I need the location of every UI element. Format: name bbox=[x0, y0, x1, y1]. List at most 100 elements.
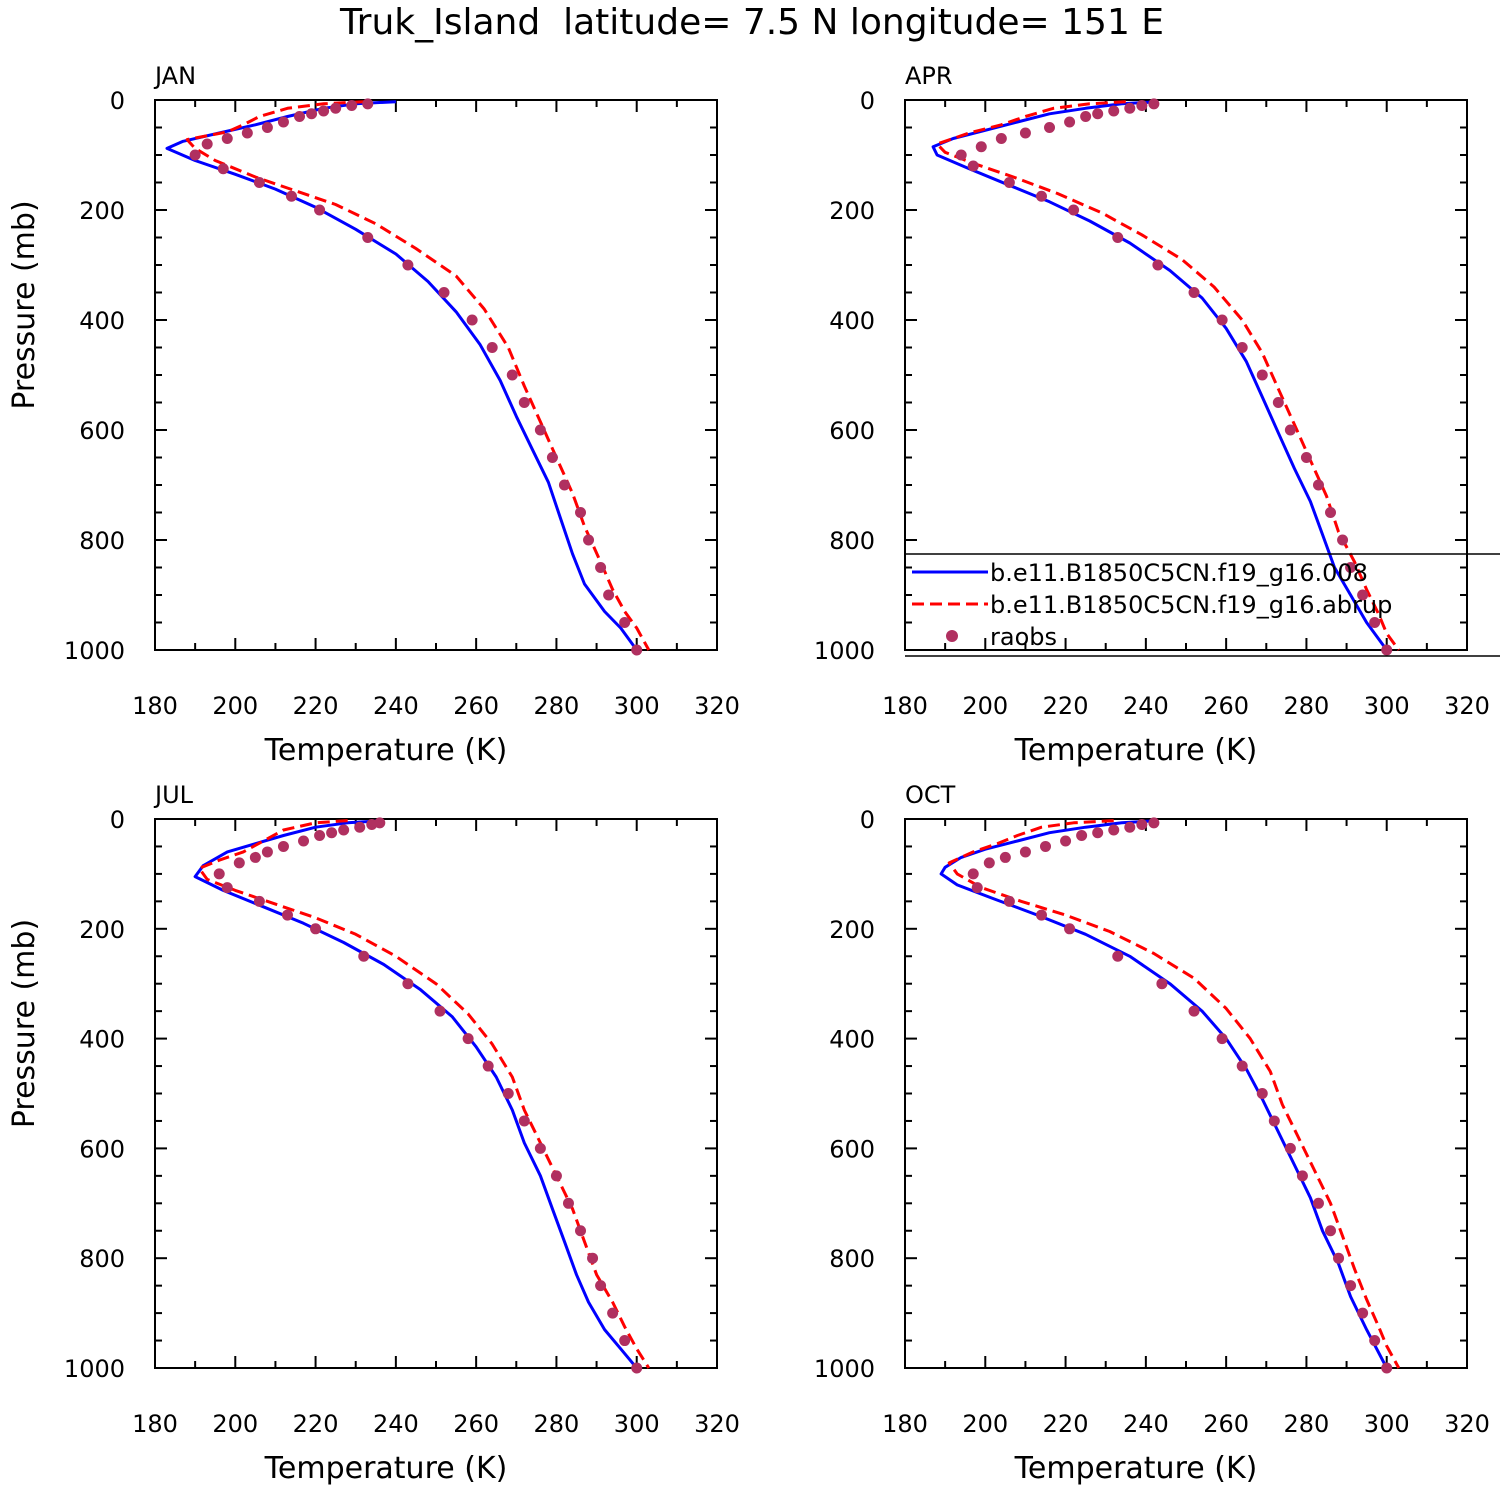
legend-swatch-raobs bbox=[946, 630, 958, 642]
y-tick-label: 1000 bbox=[64, 637, 125, 665]
raobs-point bbox=[241, 127, 253, 139]
raobs-point bbox=[1152, 259, 1164, 271]
raobs-point bbox=[502, 1088, 514, 1099]
x-tick-label: 240 bbox=[373, 692, 419, 720]
raobs-point bbox=[546, 452, 558, 463]
y-tick-label: 800 bbox=[79, 1245, 125, 1273]
raobs-point bbox=[1124, 821, 1136, 833]
raobs-point bbox=[1256, 369, 1268, 381]
x-tick-label: 180 bbox=[132, 1410, 178, 1438]
plot-frame bbox=[904, 818, 1468, 1369]
x-tick-label: 260 bbox=[1203, 692, 1249, 720]
y-tick-label: 1000 bbox=[64, 1355, 125, 1383]
raobs-point bbox=[1019, 846, 1031, 858]
raobs-point bbox=[1108, 824, 1120, 836]
x-tick-label: 280 bbox=[534, 1410, 580, 1438]
panel-jul: JUL 180 200 220 240 260 280 300 320 0 200 400 600 800… bbox=[7, 781, 740, 1486]
raobs-point bbox=[213, 868, 225, 880]
y-axis-title: Pressure (mb) bbox=[7, 200, 42, 409]
raobs-point bbox=[1080, 111, 1092, 122]
x-tick-label: 200 bbox=[212, 1410, 258, 1438]
raobs-point bbox=[1040, 840, 1051, 852]
x-tick-label: 220 bbox=[1043, 1410, 1089, 1438]
raobs-point bbox=[482, 1060, 494, 1072]
x-tick-label: 320 bbox=[694, 692, 740, 720]
raobs-point bbox=[346, 100, 358, 111]
panel-label-oct: OCT bbox=[905, 781, 956, 809]
figure-title: Truk_Island latitude= 7.5 N longitude= 1… bbox=[339, 2, 1164, 43]
raobs-point bbox=[221, 133, 233, 144]
raobs-point bbox=[1345, 562, 1357, 573]
x-tick-label: 220 bbox=[293, 692, 339, 720]
y-tick-label: 400 bbox=[829, 307, 875, 335]
raobs-point bbox=[518, 397, 530, 408]
raobs-point bbox=[534, 1142, 546, 1154]
raobs-point bbox=[466, 314, 478, 326]
panel-jan: JAN 180 200 220 240 260 280 300 320 0 200 400 600 800… bbox=[7, 62, 740, 768]
raobs-point bbox=[1357, 1307, 1369, 1319]
raobs-point bbox=[1381, 644, 1393, 656]
panel-label-apr: APR bbox=[905, 62, 953, 90]
raobs-point bbox=[506, 369, 518, 381]
raobs-point bbox=[362, 98, 374, 110]
raobs-point bbox=[233, 857, 245, 869]
raobs-point bbox=[249, 851, 261, 863]
x-axis-title: Temperature (K) bbox=[1014, 733, 1258, 768]
y-axis-title: Pressure (mb) bbox=[7, 919, 42, 1128]
raobs-point bbox=[253, 895, 265, 907]
raobs-point bbox=[1092, 827, 1104, 839]
legend: b.e11.B1850C5CN.f19_g16.008 b.e11.B1850C5… bbox=[905, 553, 1500, 657]
raobs-point bbox=[1148, 98, 1160, 110]
series-line-abrupt bbox=[947, 819, 1401, 1369]
raobs-point bbox=[1216, 1033, 1228, 1045]
series-line-008 bbox=[165, 100, 638, 651]
raobs-point bbox=[975, 141, 987, 153]
y-tick-label: 1000 bbox=[814, 637, 875, 665]
raobs-point bbox=[1112, 950, 1124, 962]
raobs-point bbox=[983, 857, 995, 869]
raobs-point bbox=[1236, 1060, 1248, 1072]
raobs-point bbox=[1112, 232, 1124, 243]
x-axis-title: Temperature (K) bbox=[264, 733, 508, 768]
raobs-point bbox=[1284, 1142, 1296, 1154]
series-line-008 bbox=[931, 100, 1388, 651]
raobs-point bbox=[277, 116, 289, 128]
raobs-point bbox=[221, 882, 233, 894]
x-tick-label: 180 bbox=[882, 1410, 928, 1438]
raobs-point bbox=[967, 868, 979, 880]
raobs-point bbox=[1268, 1115, 1280, 1127]
raobs-point bbox=[261, 846, 273, 858]
x-axis-title: Temperature (K) bbox=[1014, 1451, 1258, 1486]
raobs-point bbox=[285, 190, 297, 202]
series-raobs bbox=[955, 98, 1393, 656]
raobs-point bbox=[1064, 923, 1076, 935]
series-line-008 bbox=[939, 819, 1389, 1369]
raobs-point bbox=[587, 1252, 599, 1264]
raobs-point bbox=[595, 562, 607, 573]
raobs-point bbox=[1076, 829, 1088, 841]
panel-label-jul: JUL bbox=[153, 781, 194, 809]
raobs-point bbox=[217, 163, 229, 175]
raobs-point bbox=[1188, 1005, 1200, 1017]
panel-apr: APR 180 200 220 240 260 280 300 320 0 200 400 600 800… bbox=[814, 62, 1500, 768]
x-axis-title: Temperature (K) bbox=[264, 1451, 508, 1486]
raobs-point bbox=[1312, 1197, 1324, 1209]
raobs-point bbox=[583, 534, 595, 546]
raobs-point bbox=[1136, 100, 1148, 111]
raobs-point bbox=[1272, 397, 1284, 408]
raobs-point bbox=[1019, 127, 1031, 139]
raobs-point bbox=[310, 923, 322, 935]
x-tick-label: 320 bbox=[1444, 1410, 1490, 1438]
raobs-point bbox=[1136, 818, 1148, 830]
raobs-point bbox=[1068, 204, 1080, 216]
series-line-008 bbox=[193, 819, 638, 1369]
y-tick-label: 600 bbox=[829, 1135, 875, 1163]
y-tick-label: 800 bbox=[829, 1245, 875, 1273]
raobs-point bbox=[1256, 1088, 1268, 1099]
x-tick-label: 180 bbox=[132, 692, 178, 720]
series-line-abrupt bbox=[197, 819, 651, 1369]
legend-label-raobs: raobs bbox=[990, 623, 1057, 651]
x-tick-label: 280 bbox=[1284, 692, 1330, 720]
raobs-point bbox=[1035, 909, 1047, 921]
raobs-point bbox=[1064, 116, 1076, 128]
